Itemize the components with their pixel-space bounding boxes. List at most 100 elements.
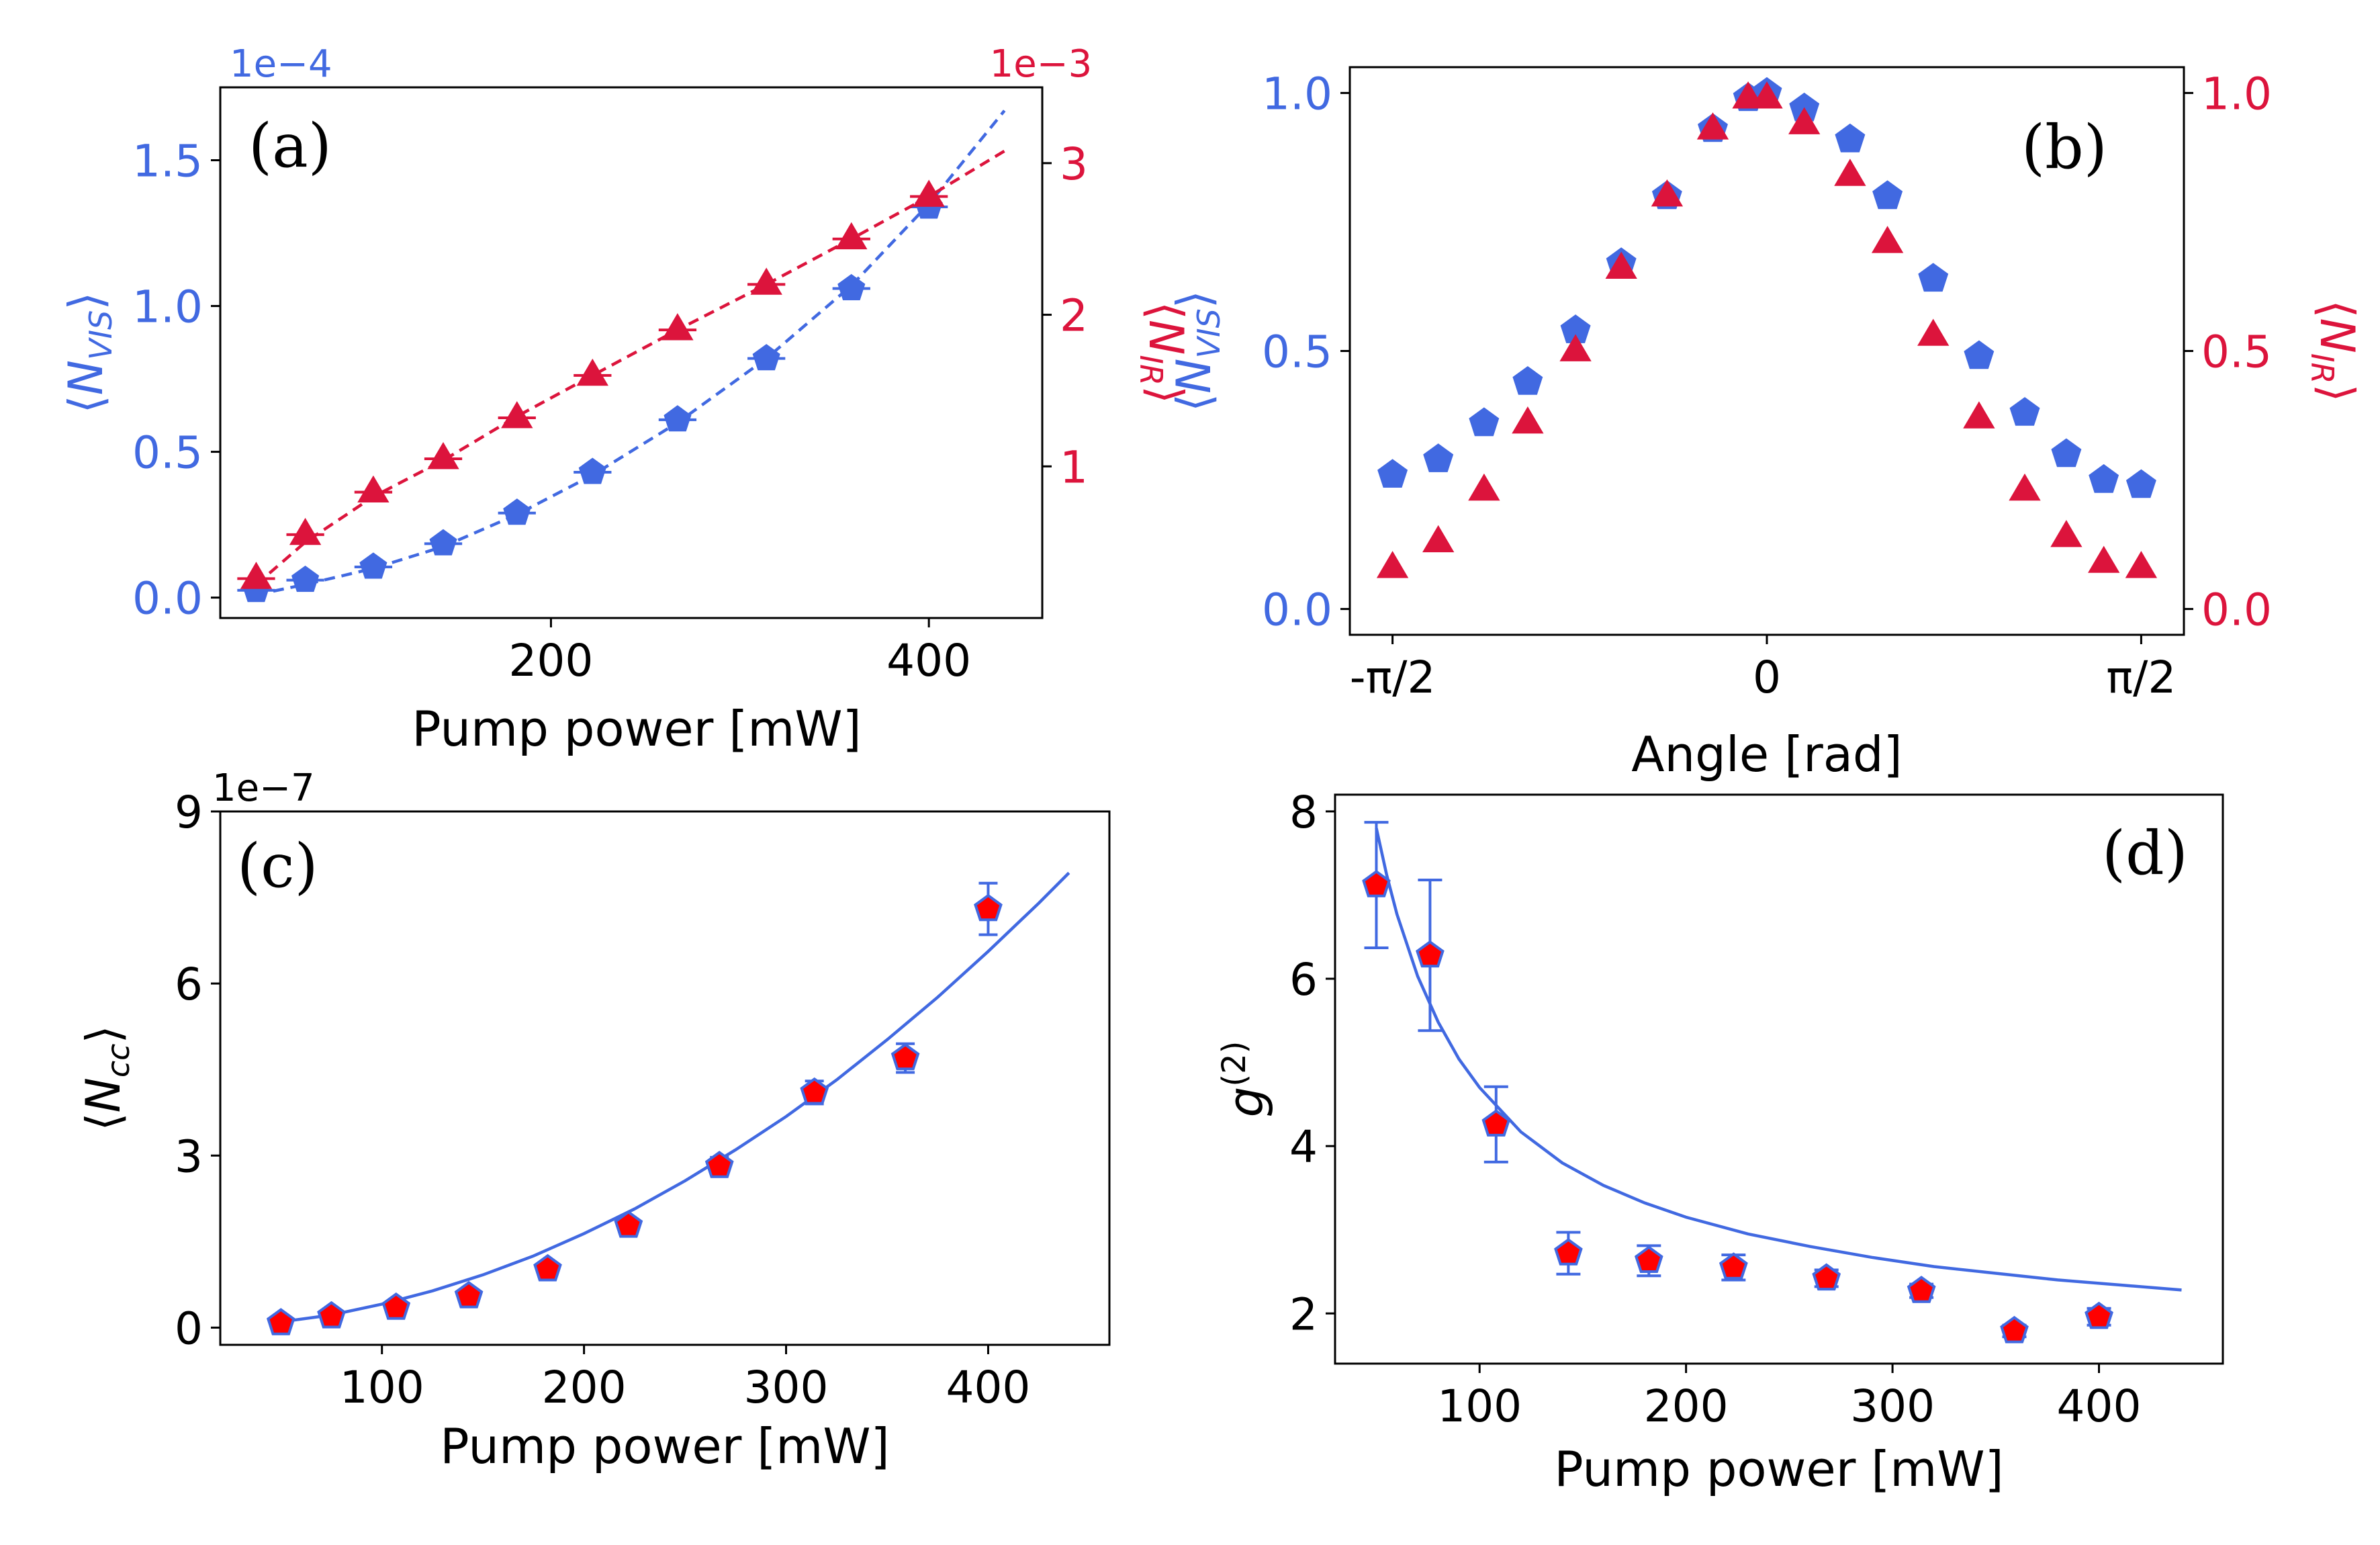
panel-b-xtick-label: π/2 — [2106, 652, 2176, 703]
panel-d-point — [1634, 1245, 1663, 1273]
panel-b-point-right — [2050, 520, 2082, 547]
panel-d-point — [1907, 1276, 1936, 1303]
panel-a-ytick-label: 0.5 — [132, 427, 203, 479]
panel-d-ylabel: g(2) — [1216, 1041, 1274, 1118]
panel-b-point-right — [1917, 318, 1950, 346]
panel-b-point-left — [1377, 459, 1408, 488]
panel-b-ytick-label: 1.0 — [1262, 68, 1332, 120]
panel-b-point-right — [1376, 551, 1409, 578]
panel-c-point — [614, 1210, 643, 1238]
panel-b-point-left — [1835, 123, 1866, 152]
panel-b-point-right — [1788, 107, 1821, 134]
panel-a-point-left — [503, 498, 531, 525]
panel-b-point-right — [1559, 334, 1592, 361]
panel-b-point-left — [1423, 443, 1454, 472]
panel-a-tag: (a) — [248, 111, 332, 181]
panel-d-frame — [1334, 793, 2224, 1365]
panel-a-point-right — [501, 401, 533, 429]
panel-d-point — [1812, 1263, 1841, 1291]
panel-b-point-left — [1872, 180, 1903, 210]
panel-b-point-right — [1963, 401, 1995, 429]
panel-d-xtick-label: 100 — [1437, 1380, 1522, 1432]
panel-d-point — [1719, 1252, 1748, 1280]
panel-b-point-left — [1469, 407, 1500, 437]
panel-c-point — [266, 1308, 295, 1335]
panel-b-point-right — [1751, 81, 1783, 109]
panel-b-xtick-label: 0 — [1753, 652, 1781, 703]
panel-d-point — [1416, 940, 1445, 968]
panel-c-coincidences-vs-pump-power: 100 200 300 400 0 3 6 9 1e−7 ⟨Ncc⟩ Pump power [mW]… — [76, 766, 1111, 1474]
panel-c-ylabel: ⟨Ncc⟩ — [76, 1025, 136, 1131]
panel-d-xtick-label: 200 — [1644, 1380, 1729, 1432]
panel-d-point — [2085, 1301, 2113, 1329]
panel-b-ylabel-left: ⟨NVIS⟩ — [1166, 290, 1227, 412]
panel-a-point-left — [752, 344, 780, 371]
panel-b-point-right — [1871, 226, 1904, 253]
panel-a-point-left — [663, 405, 692, 432]
panel-a-ytick-right-label: 3 — [1060, 138, 1088, 190]
panel-a-offset-left: 1e−4 — [230, 42, 332, 86]
panel-b-point-left — [2009, 397, 2040, 426]
panel-d-xtick-label: 400 — [2057, 1380, 2142, 1432]
panel-d-point — [2000, 1315, 2029, 1343]
panel-a-point-left — [359, 552, 387, 579]
panel-c-point — [454, 1280, 484, 1309]
panel-a-point-right — [661, 313, 694, 341]
panel-a-point-left — [578, 457, 606, 484]
panel-a-vis-ir-vs-pump-power: 200 400 0.0 0.5 1.0 1.5 1 2 3 1e−4 1e−3 ⟨NVIS⟩ ⟨NIR⟩… — [58, 42, 1193, 757]
panel-b-ytick-right-label: 0.0 — [2201, 584, 2272, 636]
panel-b-point-right — [2125, 551, 2158, 578]
panel-b-point-right — [1422, 525, 1455, 553]
panel-b-xtick-label: -π/2 — [1350, 652, 1436, 703]
panel-a-xtick-label: 200 — [508, 635, 593, 687]
panel-c-ytick-label: 3 — [175, 1131, 203, 1182]
panel-a-point-right — [576, 358, 608, 386]
panel-b-point-left — [1512, 365, 1543, 395]
panel-c-xtick-label: 200 — [542, 1362, 627, 1413]
panel-a-ylabel-left: ⟨NVIS⟩ — [58, 292, 119, 413]
panel-c-fit-line — [280, 871, 1070, 1324]
panel-b-xlabel: Angle [rad] — [1631, 726, 1902, 783]
panel-a-ytick-label: 0.0 — [132, 573, 203, 625]
panel-b-point-right — [2088, 545, 2120, 573]
panel-c-ytick-label: 0 — [175, 1303, 203, 1354]
panel-b-point-right — [1651, 179, 1684, 207]
panel-a-point-left — [429, 529, 457, 556]
panel-d-ytick-label: 4 — [1289, 1121, 1318, 1173]
panel-b-ytick-label: 0.0 — [1262, 584, 1332, 636]
panel-c-frame — [219, 810, 1111, 1346]
panel-b-point-right — [1834, 159, 1866, 186]
panel-b-ytick-right-label: 0.5 — [2201, 326, 2272, 378]
panel-b-ylabel-right: ⟨NIR⟩ — [2304, 300, 2365, 402]
panel-a-fit-right — [255, 149, 1005, 586]
panel-c-point — [704, 1151, 734, 1178]
panel-b-point-left — [2051, 438, 2082, 468]
panel-c-xtick-label: 300 — [744, 1362, 829, 1413]
panel-c-offset: 1e−7 — [212, 766, 315, 810]
panel-a-ytick-label: 1.5 — [132, 136, 203, 187]
panel-d-xtick-label: 300 — [1850, 1380, 1935, 1432]
panel-d-g2-vs-pump-power: 100 200 300 400 2 4 6 8 g(2) Pump power [mW] (d) — [1216, 787, 2224, 1497]
panel-a-point-left — [837, 273, 866, 300]
panel-d-ytick-label: 6 — [1289, 954, 1318, 1006]
panel-d-ytick-label: 8 — [1289, 787, 1318, 838]
panel-c-point — [317, 1300, 346, 1329]
panel-a-point-right — [240, 562, 273, 589]
panel-a-ylabel-right: ⟨NIR⟩ — [1133, 302, 1193, 404]
panel-b-point-left — [1964, 340, 1995, 369]
panel-b-ytick-label: 0.5 — [1262, 326, 1332, 378]
panel-d-ytick-label: 2 — [1289, 1288, 1318, 1340]
panel-a-point-right — [750, 267, 782, 295]
panel-c-xtick-label: 400 — [946, 1362, 1030, 1413]
panel-b-point-right — [1696, 112, 1729, 140]
panel-b-tag: (b) — [2021, 112, 2107, 183]
panel-a-offset-right: 1e−3 — [990, 42, 1093, 86]
panel-c-point — [381, 1292, 411, 1320]
panel-a-point-right — [427, 442, 459, 470]
panel-d-point — [1362, 870, 1391, 897]
panel-c-point — [533, 1253, 562, 1282]
panel-a-point-right — [289, 517, 322, 545]
panel-d-point — [1481, 1109, 1511, 1137]
panel-a-point-right — [835, 222, 868, 250]
